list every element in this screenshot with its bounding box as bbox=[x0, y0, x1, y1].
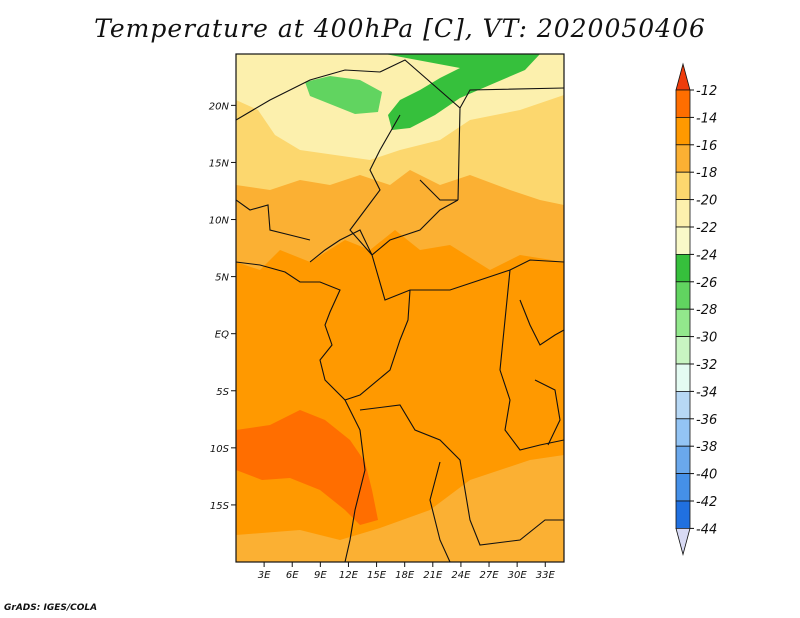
band-minus-24b bbox=[305, 76, 382, 114]
credit-label: GrADS: IGES/COLA bbox=[4, 603, 98, 613]
colorbar-label: -28 bbox=[696, 303, 717, 318]
colorbar-label: -36 bbox=[696, 413, 717, 428]
y-axis: 20N 15N 10N 5N EQ 5S 10S 15S bbox=[209, 101, 236, 512]
colorbar-swatch bbox=[675, 144, 691, 173]
colorbar-swatch bbox=[675, 308, 691, 338]
colorbar-swatch bbox=[675, 117, 691, 146]
colorbar-label: -34 bbox=[696, 385, 717, 400]
colorbar: -12 -14 -16 -18 -20 -22 -24 -26 -28 -30 -32 -34 -36 -… bbox=[675, 62, 717, 556]
colorbar-label: -30 bbox=[696, 331, 717, 346]
chart-title: Temperature at 400hPa [C], VT: 202005040… bbox=[94, 14, 706, 43]
y-tick-label: 15N bbox=[209, 158, 230, 169]
x-axis: 3E 6E 9E 12E 15E 18E 21E 24E 27E 30E 33E bbox=[258, 562, 556, 581]
colorbar-swatch bbox=[675, 418, 691, 447]
band-minus-16-south bbox=[236, 455, 564, 562]
country-borders bbox=[236, 59, 564, 562]
colorbar-swatch bbox=[675, 171, 691, 200]
colorbar-label: -12 bbox=[696, 84, 717, 99]
x-tick-label: 12E bbox=[339, 570, 359, 581]
colorbar-cap-top bbox=[675, 62, 691, 91]
colorbar-label: -42 bbox=[696, 495, 717, 510]
colorbar-label: -40 bbox=[696, 468, 717, 483]
colorbar-swatch bbox=[675, 281, 691, 310]
x-tick-label: 9E bbox=[314, 570, 327, 581]
y-tick-label: 5N bbox=[215, 273, 229, 284]
x-tick-label: 6E bbox=[286, 570, 299, 581]
colorbar-swatch bbox=[675, 500, 691, 529]
y-tick-label: 10N bbox=[209, 216, 230, 227]
band-minus-12-southwest bbox=[236, 410, 378, 525]
colorbar-label: -44 bbox=[696, 522, 717, 537]
colorbar-swatch bbox=[675, 253, 691, 283]
colorbar-label: -38 bbox=[696, 440, 717, 455]
y-tick-label: 20N bbox=[209, 101, 230, 112]
colorbar-label: -18 bbox=[696, 166, 717, 181]
colorbar-cap-bottom bbox=[675, 528, 691, 556]
colorbar-label: -16 bbox=[696, 139, 717, 154]
y-tick-label: 15S bbox=[210, 501, 230, 512]
y-tick-label: 10S bbox=[210, 444, 230, 455]
temperature-field bbox=[236, 54, 564, 562]
colorbar-label: -22 bbox=[696, 221, 717, 236]
x-tick-label: 21E bbox=[423, 570, 443, 581]
colorbar-swatch bbox=[675, 89, 691, 118]
colorbar-swatch bbox=[675, 336, 691, 365]
colorbar-swatch bbox=[675, 363, 691, 392]
x-tick-label: 18E bbox=[395, 570, 415, 581]
x-tick-label: 3E bbox=[258, 570, 271, 581]
colorbar-label: -32 bbox=[696, 358, 717, 373]
colorbar-label: -20 bbox=[696, 194, 717, 209]
plot-frame bbox=[235, 53, 565, 563]
colorbar-swatch bbox=[675, 473, 691, 502]
x-tick-label: 33E bbox=[536, 570, 556, 581]
x-tick-label: 15E bbox=[367, 570, 387, 581]
colorbar-swatch bbox=[675, 226, 691, 255]
colorbar-swatch bbox=[675, 445, 691, 475]
x-tick-label: 30E bbox=[508, 570, 528, 581]
colorbar-swatch bbox=[675, 390, 691, 420]
x-tick-label: 24E bbox=[451, 570, 471, 581]
colorbar-swatch bbox=[675, 199, 691, 228]
colorbar-label: -14 bbox=[696, 111, 717, 126]
y-tick-label: EQ bbox=[215, 330, 229, 341]
y-tick-label: 5S bbox=[216, 387, 229, 398]
x-tick-label: 27E bbox=[480, 570, 500, 581]
band-minus-24 bbox=[385, 54, 540, 130]
colorbar-label: -26 bbox=[696, 276, 717, 291]
colorbar-label: -24 bbox=[696, 248, 717, 263]
